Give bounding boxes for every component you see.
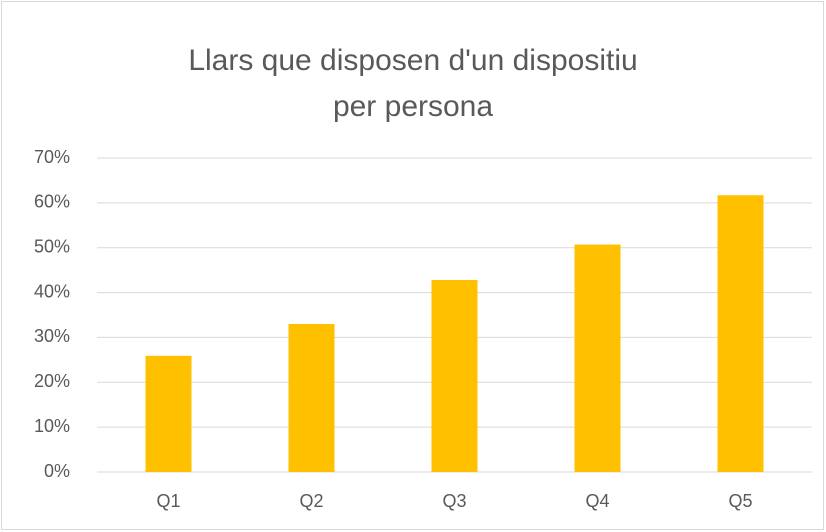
y-tick-label: 50% <box>34 236 70 256</box>
x-tick-label: Q5 <box>728 491 752 511</box>
bar <box>717 195 764 472</box>
bar <box>574 244 621 472</box>
y-tick-label: 60% <box>34 192 70 212</box>
x-tick-label: Q2 <box>299 491 323 511</box>
y-tick-label: 20% <box>34 371 70 391</box>
y-tick-label: 10% <box>34 416 70 436</box>
y-tick-label: 0% <box>44 461 70 481</box>
y-tick-label: 70% <box>34 147 70 167</box>
x-tick-label: Q1 <box>156 491 180 511</box>
y-tick-label: 40% <box>34 281 70 301</box>
bar <box>431 280 478 472</box>
x-tick-label: Q4 <box>585 491 609 511</box>
x-tick-label: Q3 <box>442 491 466 511</box>
bar <box>145 355 192 472</box>
chart-title: Llars que disposen d'un dispositiu per p… <box>188 44 638 123</box>
bar <box>288 323 335 472</box>
y-tick-label: 30% <box>34 326 70 346</box>
